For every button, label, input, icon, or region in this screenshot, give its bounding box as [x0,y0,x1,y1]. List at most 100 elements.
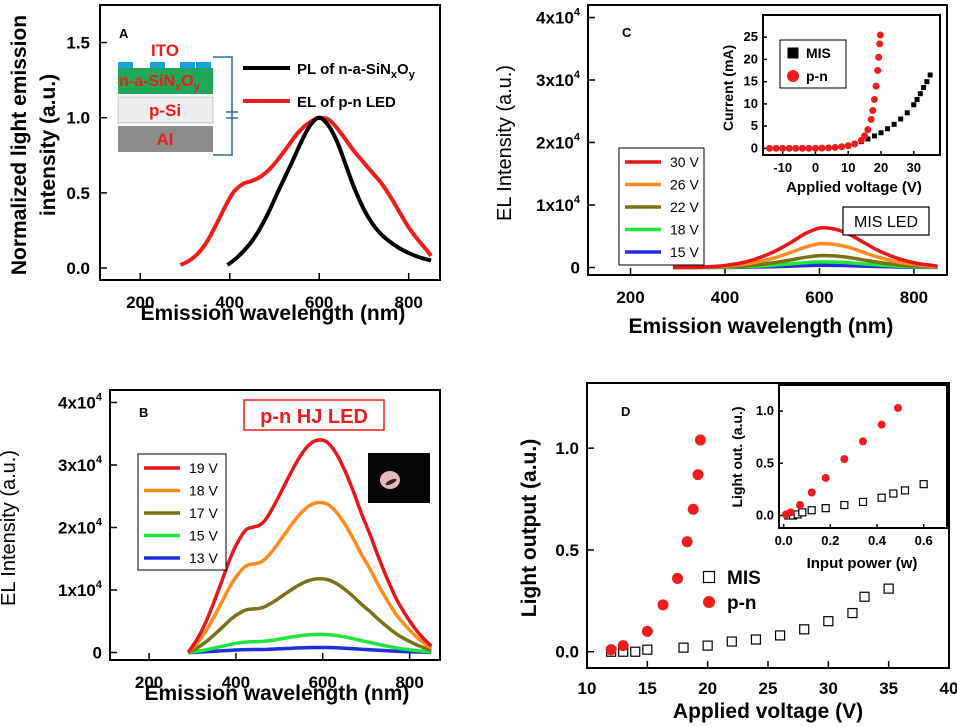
x-tick-label: 0.0 [775,533,793,548]
x-tick-label: 800 [900,288,928,307]
legend-label: 18 V [670,222,699,238]
inset-point-p-n [840,455,849,464]
inset-point-MIS [914,96,920,102]
panel-d-ylabel: Light output (a.u.) [518,439,541,617]
legend-label-pl: PL of n-a-SiNxOy [297,61,416,81]
point-p-n [694,434,706,446]
point-MIS [726,636,737,647]
panel-d-inset-ylabel: Light out. (a.u.) [729,406,745,507]
point-MIS [774,630,786,641]
x-tick-label: 0.2 [821,533,839,548]
legend-marker [703,596,715,608]
x-tick-label: 400 [216,293,244,312]
y-tick-label: 0.0 [66,259,90,278]
panel-d-label: D [621,404,630,419]
point-MIS [859,591,870,602]
inset-point-p-n [864,126,872,134]
x-tick-label: 600 [309,673,337,692]
spectrum-19v [186,438,433,654]
ito-contact [118,62,133,68]
x-tick-label: -10 [773,160,792,175]
panel-a-xlabel: Emission wavelength (nm) [141,302,406,325]
x-tick-label: 10 [841,160,855,175]
point-p-n [641,625,653,637]
inset-point-p-n [772,144,780,152]
circuit-wire [213,56,233,156]
inset-point-p-n [818,144,826,152]
inset-point-p-n [875,53,883,61]
legend-label: MIS [727,568,761,589]
panel-d: D Applied voltage (V) Light output (a.u.… [518,382,957,723]
panel-a-frame [99,4,441,281]
y-tick-label: 2x104 [58,517,103,538]
panel-b-frame [109,389,441,661]
inset-point-p-n [869,107,877,115]
inset-point-p-n [838,143,846,151]
spectrum-17v [187,576,432,655]
panel-a-ylabel-line2: intensity (a.u.) [37,74,60,216]
y-tick-label: 4x104 [536,7,581,28]
ito-contact [196,62,211,68]
panel-b-xlabel: Emission wavelength (nm) [145,682,410,705]
inset-point-MIS [904,110,910,116]
panel-b-ylabel: EL Intensity (a.u.) [0,450,20,606]
y-tick-label: 0.0 [756,507,774,522]
inset-point-MIS [865,136,871,142]
point-p-n [687,503,699,515]
spectrum-15v [187,632,432,655]
inset-point-p-n [798,144,806,152]
panel-d-inset-frame [778,384,948,529]
y-tick-label: 10 [744,96,758,111]
legend-label: p-n [806,68,828,84]
inset-point-p-n [844,142,852,150]
spectrum-13v [188,645,432,655]
inset-point-p-n [877,420,886,429]
inset-point-p-n [851,140,859,148]
x-tick-label: 200 [126,293,154,312]
y-tick-label: 15 [744,74,758,89]
legend-label: p-n [727,593,757,614]
ito-contact [180,62,195,68]
legend-label: 22 V [670,199,699,215]
inset-point-p-n [805,144,813,152]
y-tick-label: 1x104 [536,194,581,215]
x-tick-label: 20 [698,679,717,698]
x-tick-label: 800 [395,673,423,692]
x-tick-label: 0 [812,160,819,175]
al-layer [118,126,213,152]
x-tick-label: 15 [638,679,657,698]
device-stack-inset: ITO n-a-SiNxOy p-Si Al [117,41,238,156]
inset-point-p-n [876,31,884,39]
inset-point-p-n [821,473,830,482]
inset-point-MIS [821,504,830,513]
legend-label: 19 V [189,460,218,476]
inset-point-MIS [911,102,917,108]
inset-point-p-n [874,67,882,75]
inset-point-p-n [766,144,774,152]
panel-c-frame [587,4,948,276]
panel-c-xlabel: Emission wavelength (nm) [629,315,894,338]
x-tick-label: 30 [819,679,838,698]
panel-c-label: C [622,25,632,40]
panel-a-legend: PL of n-a-SiNxOy EL of p-n LED [243,61,416,111]
legend-label: 17 V [189,505,218,521]
legend-marker [787,70,799,82]
ito-label: ITO [151,41,179,60]
series-line-pl [226,115,432,267]
inset-point-MIS [871,133,877,139]
spectrum-26v [672,241,938,270]
legend-label: 18 V [189,483,218,499]
inset-point-MIS [807,506,816,515]
panel-d-xlabel: Applied voltage (V) [673,700,863,723]
x-tick-label: 400 [222,673,250,692]
point-MIS [799,624,810,635]
y-tick-label: 1.0 [555,439,579,458]
point-MIS [678,642,689,653]
y-tick-label: 0 [751,140,758,155]
inset-point-p-n [796,501,804,510]
inset-point-p-n [876,40,884,48]
inset-point-MIS [919,480,928,489]
inset-point-p-n [861,132,869,140]
inset-point-MIS [898,116,904,122]
al-label: Al [157,130,174,149]
